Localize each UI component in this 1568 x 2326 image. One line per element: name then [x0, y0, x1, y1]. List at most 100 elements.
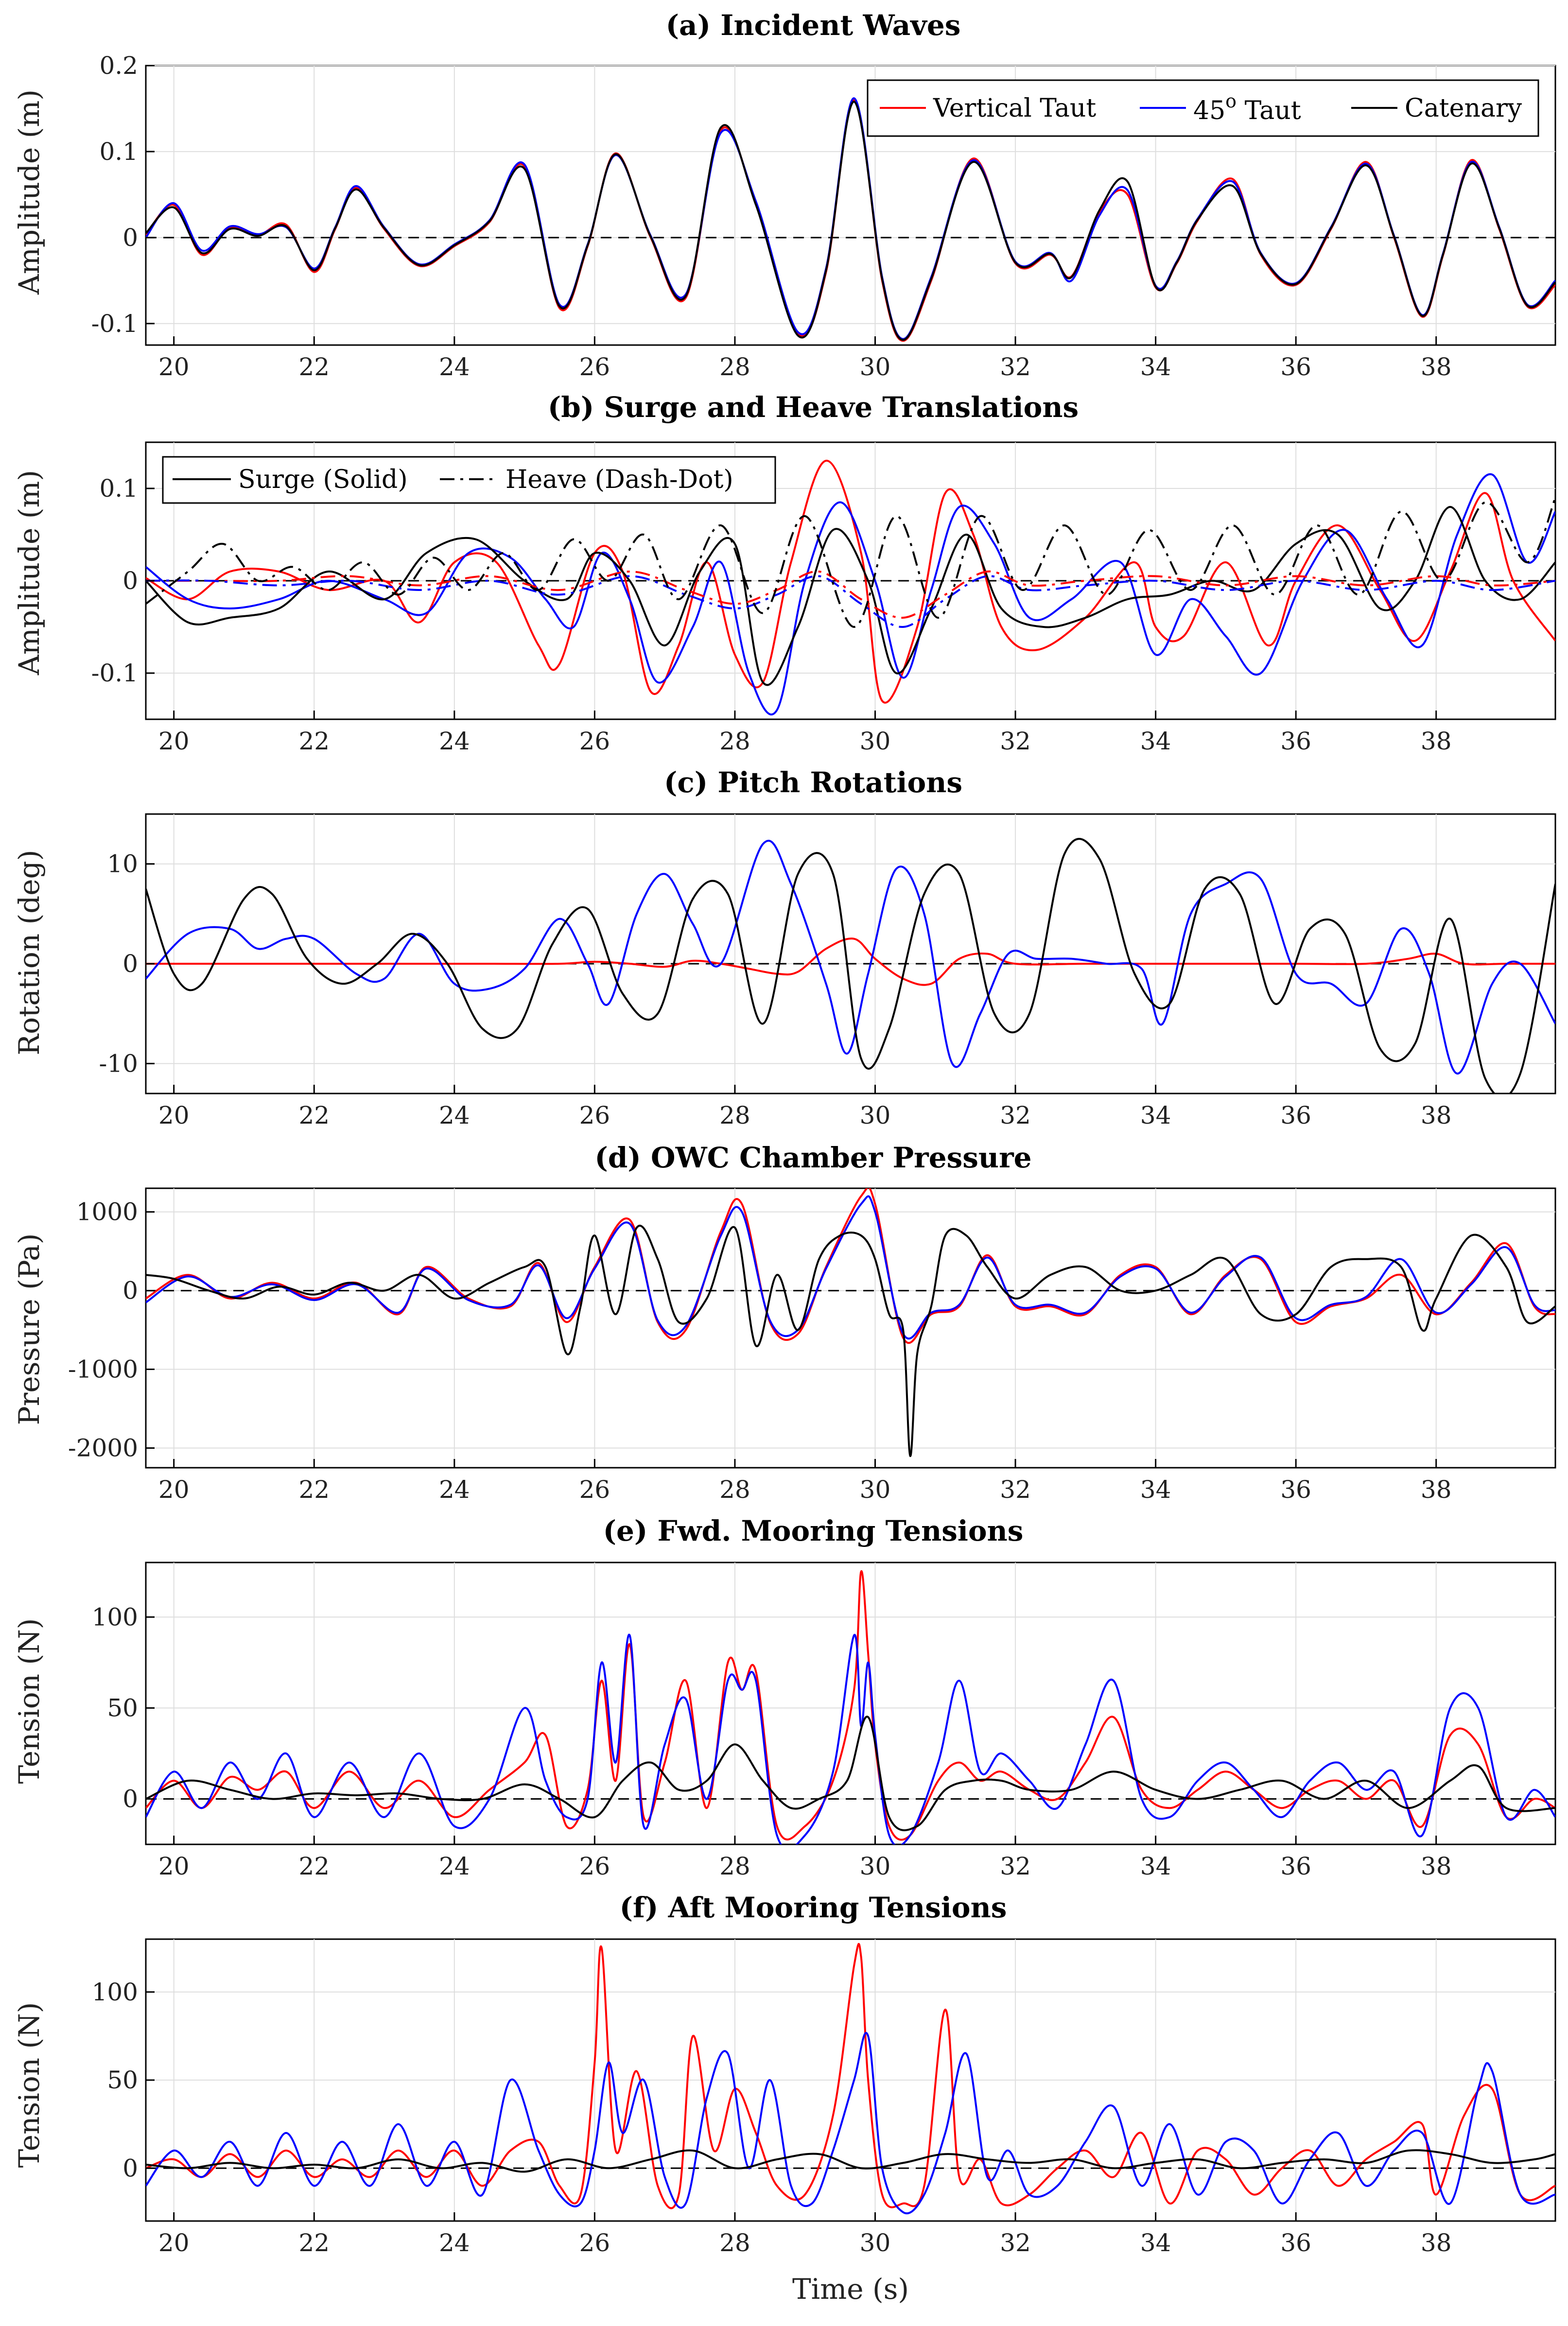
x-tick-label: 24 — [439, 353, 470, 381]
x-tick-label: 28 — [719, 1101, 750, 1129]
series-line-catenary — [146, 1716, 1555, 1831]
panel-e: (e) Fwd. Mooring Tensions Tension (N) 20… — [13, 1514, 1556, 1880]
panel-c-ticks: 20 22 24 26 28 30 32 34 36 38 -10 0 10 — [99, 850, 1451, 1129]
legend-label-heave: Heave (Dash-Dot) — [505, 465, 733, 494]
x-tick-label: 20 — [158, 1101, 190, 1129]
x-tick-label: 20 — [158, 2229, 190, 2257]
panel-a-ticks: 20 22 24 26 28 30 32 34 36 38 -0.1 0 0.1 0.2 — [91, 52, 1452, 381]
panel-d-title: (d) OWC Chamber Pressure — [594, 1141, 1031, 1174]
y-tick-label: 100 — [92, 1978, 138, 2006]
x-tick-label: 34 — [1140, 353, 1171, 381]
panel-c-series — [146, 837, 1555, 1094]
y-tick-label: 0 — [122, 2154, 138, 2182]
x-tick-label: 38 — [1421, 353, 1452, 381]
x-tick-label: 30 — [860, 2229, 891, 2257]
x-tick-label: 36 — [1280, 1852, 1311, 1880]
y-tick-label: -1000 — [68, 1355, 138, 1384]
x-tick-label: 22 — [298, 1852, 330, 1880]
x-tick-label: 32 — [1000, 2229, 1031, 2257]
x-tick-label: 38 — [1421, 1475, 1452, 1504]
x-tick-label: 32 — [1000, 1475, 1031, 1504]
panel-e-title: (e) Fwd. Mooring Tensions — [603, 1514, 1024, 1547]
legend-label-45-taut: 45o Taut — [1193, 90, 1301, 125]
x-tick-label: 30 — [860, 1101, 891, 1129]
panel-c-ylabel: Rotation (deg) — [13, 850, 46, 1056]
x-tick-label: 30 — [860, 727, 891, 755]
x-tick-label: 22 — [298, 1475, 330, 1504]
legend-box — [867, 79, 1539, 137]
y-tick-label: -0.1 — [91, 659, 138, 687]
y-tick-label: 0 — [122, 224, 138, 252]
x-tick-label: 34 — [1140, 1852, 1171, 1880]
panel-b-series — [146, 460, 1555, 715]
y-tick-label: -0.1 — [91, 310, 138, 338]
x-tick-label: 26 — [579, 727, 610, 755]
series-line-catenary — [146, 2149, 1555, 2173]
series-line-45-taut — [146, 2031, 1555, 2215]
y-tick-label: 100 — [92, 1603, 138, 1631]
y-tick-label: 0 — [122, 1277, 138, 1305]
series-line-vertical-taut-surge — [146, 460, 1555, 704]
x-axis-label: Time (s) — [792, 2273, 909, 2306]
series-line-vertical-taut-heave — [146, 570, 1555, 619]
x-tick-label: 28 — [719, 2229, 750, 2257]
x-tick-label: 22 — [298, 1101, 330, 1129]
y-tick-label: 0.2 — [99, 52, 138, 80]
x-tick-label: 26 — [579, 353, 610, 381]
panel-d: (d) OWC Chamber Pressure Pressure (Pa) 2… — [13, 1141, 1556, 1504]
legend-45-number: 45 — [1193, 96, 1225, 125]
x-tick-label: 24 — [439, 2229, 470, 2257]
panel-d-series — [146, 1188, 1555, 1457]
y-tick-label: -10 — [99, 1049, 138, 1077]
panel-f: (f) Aft Mooring Tensions Tension (N) 20 2… — [13, 1891, 1556, 2257]
x-tick-label: 34 — [1140, 727, 1171, 755]
x-tick-label: 36 — [1280, 1101, 1311, 1129]
series-line-45-taut-surge — [146, 473, 1555, 715]
x-tick-label: 34 — [1140, 1475, 1171, 1504]
x-tick-label: 22 — [298, 2229, 330, 2257]
panel-b-legend: Surge (Solid) Heave (Dash-Dot) — [162, 456, 776, 504]
series-line-catenary-heave — [146, 497, 1555, 628]
panel-d-plot-area — [145, 1187, 1556, 1469]
legend-45-degree-mark: o — [1225, 90, 1237, 112]
panel-e-ylabel: Tension (N) — [13, 1618, 46, 1784]
panel-f-ticks: 20 22 24 26 28 30 32 34 36 38 0 50 100 — [92, 1978, 1452, 2257]
y-tick-label: -2000 — [68, 1434, 138, 1462]
x-tick-label: 20 — [158, 1475, 190, 1504]
panel-e-ticks: 20 22 24 26 28 30 32 34 36 38 0 50 100 — [92, 1603, 1452, 1880]
x-tick-label: 30 — [860, 353, 891, 381]
panel-a-title: (a) Incident Waves — [666, 9, 961, 42]
panel-c-plot-area — [145, 813, 1556, 1094]
x-tick-label: 32 — [1000, 353, 1031, 381]
x-tick-label: 24 — [439, 1475, 470, 1504]
y-tick-label: 0 — [122, 950, 138, 978]
series-line-catenary-surge — [146, 506, 1555, 686]
y-tick-label: 0 — [122, 1785, 138, 1813]
series-line-45-taut — [146, 839, 1555, 1075]
panel-a-series — [146, 97, 1555, 342]
x-tick-label: 38 — [1421, 1852, 1452, 1880]
x-tick-label: 20 — [158, 1852, 190, 1880]
x-tick-label: 24 — [439, 727, 470, 755]
panel-b: (b) Surge and Heave Translations Amplitu… — [13, 391, 1556, 755]
panel-f-title: (f) Aft Mooring Tensions — [620, 1891, 1007, 1924]
panel-d-ticks: 20 22 24 26 28 30 32 34 36 38 -2000 -1000 0 1000 — [68, 1198, 1452, 1504]
series-line-vertical-taut — [146, 1570, 1555, 1841]
x-tick-label: 38 — [1421, 2229, 1452, 2257]
x-tick-label: 38 — [1421, 727, 1452, 755]
x-tick-label: 32 — [1000, 1852, 1031, 1880]
series-line-catenary — [146, 837, 1555, 1094]
x-tick-label: 36 — [1280, 1475, 1311, 1504]
panel-f-series — [146, 1943, 1555, 2215]
legend-45-suffix: Taut — [1237, 96, 1301, 125]
panel-b-ticks: 20 22 24 26 28 30 32 34 36 38 -0.1 0 0.1 — [91, 474, 1452, 755]
panel-a: (a) Incident Waves Amplitude (m) 20 22 24 2… — [13, 9, 1556, 381]
x-tick-label: 24 — [439, 1101, 470, 1129]
x-tick-label: 24 — [439, 1852, 470, 1880]
y-tick-label: 50 — [107, 1694, 138, 1722]
x-tick-label: 28 — [719, 727, 750, 755]
x-tick-label: 22 — [298, 727, 330, 755]
series-line-vertical-taut — [146, 1188, 1555, 1344]
x-tick-label: 28 — [719, 1475, 750, 1504]
